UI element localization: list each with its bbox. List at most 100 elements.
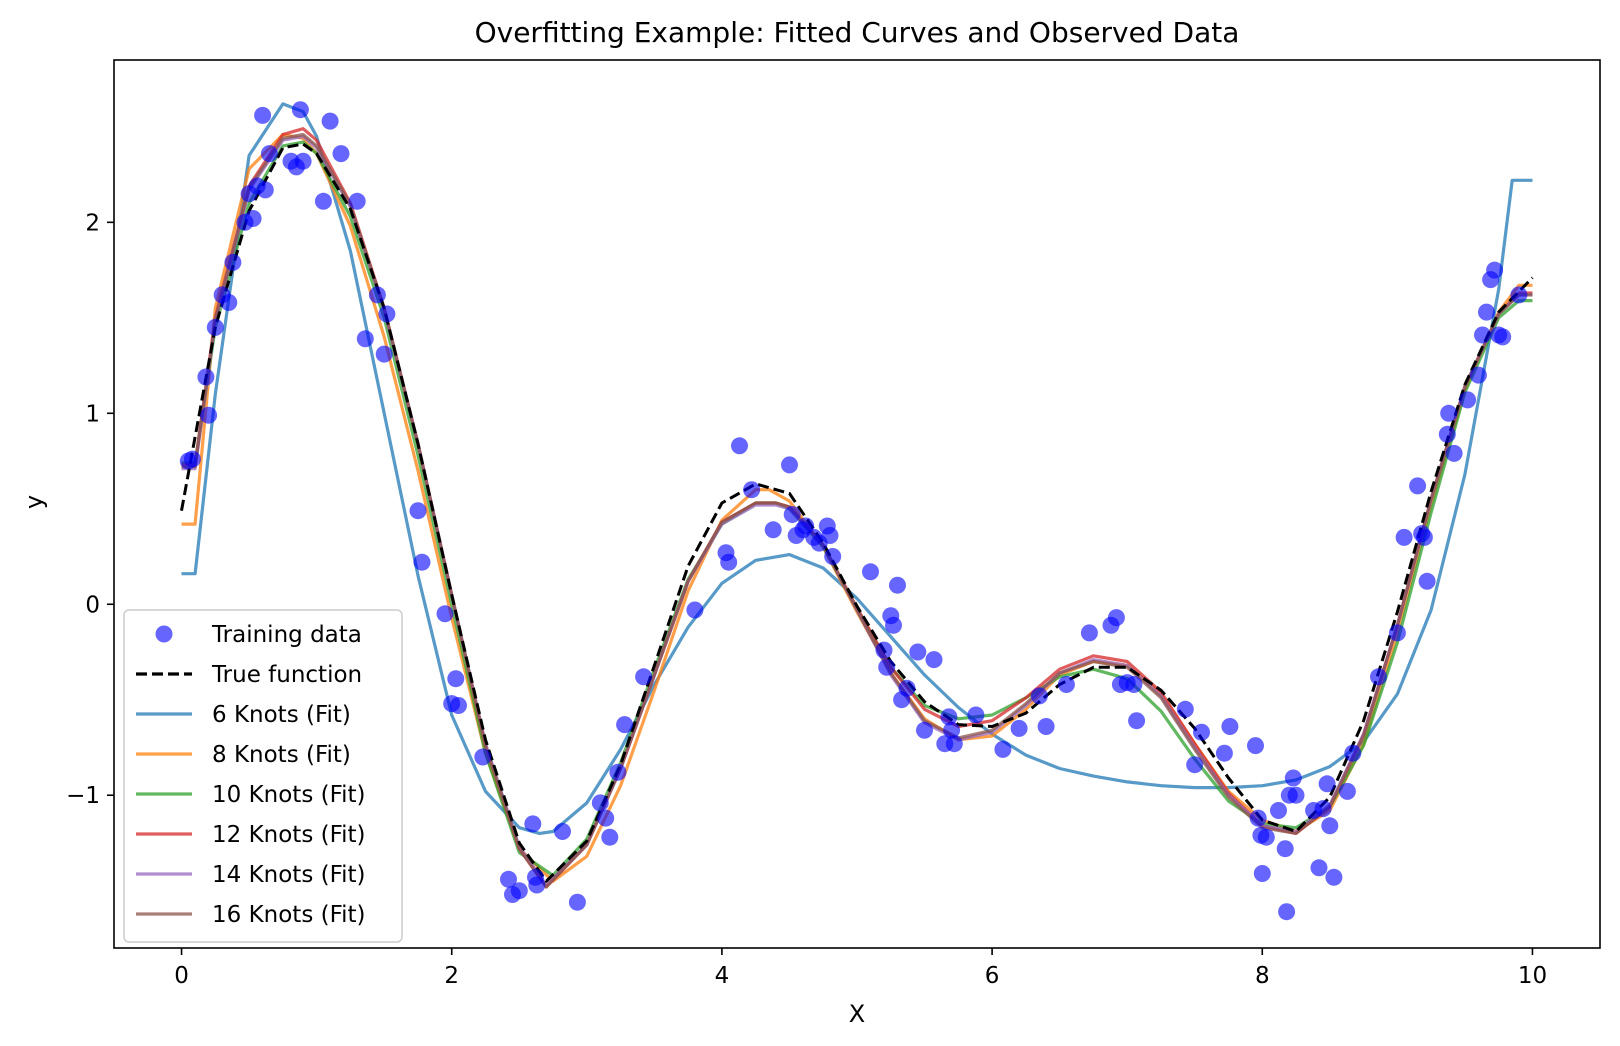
data-point — [943, 721, 961, 739]
data-point — [368, 286, 386, 304]
data-point — [1030, 687, 1048, 705]
y-axis-label: y — [20, 495, 48, 509]
data-point — [878, 658, 896, 676]
scatter-layer — [179, 101, 1528, 921]
data-point — [510, 882, 528, 900]
data-point — [686, 601, 704, 619]
data-point — [200, 406, 218, 424]
axes-layer: 0 2 4 6 8 10 −1 0 1 2 — [66, 59, 1601, 989]
data-point — [1440, 404, 1458, 422]
data-point — [940, 708, 958, 726]
data-point — [591, 794, 609, 812]
data-point — [348, 192, 366, 210]
data-point — [1010, 719, 1028, 737]
x-tick-label: 2 — [444, 963, 459, 989]
data-point — [764, 521, 782, 539]
plot-frame — [113, 59, 1601, 949]
data-point — [1257, 828, 1275, 846]
data-point — [1486, 261, 1504, 279]
data-point — [1474, 326, 1491, 344]
data-point — [743, 481, 761, 499]
x-tick-label: 8 — [1255, 963, 1270, 989]
data-point — [1469, 366, 1487, 384]
data-point — [862, 563, 879, 581]
legend-marker-training-data — [155, 625, 173, 643]
data-point — [916, 721, 933, 739]
data-point — [1478, 303, 1495, 321]
data-point — [1438, 425, 1456, 443]
data-point — [824, 548, 842, 565]
data-point — [1128, 712, 1146, 730]
data-point — [294, 152, 312, 170]
data-point — [409, 502, 427, 520]
data-point — [945, 735, 963, 753]
x-tick-label: 6 — [985, 963, 1000, 989]
data-point — [500, 870, 517, 888]
data-point — [783, 506, 801, 523]
y-tick-label: −1 — [66, 783, 100, 809]
data-point — [1186, 756, 1204, 774]
data-point — [375, 345, 393, 363]
y-tick-label: 1 — [85, 401, 100, 427]
data-point — [889, 576, 906, 594]
legend-label-6-knots-fit: 6 Knots (Fit) — [212, 702, 351, 728]
data-point — [1276, 840, 1294, 858]
data-point — [1037, 718, 1055, 735]
x-axis-label: X — [849, 1000, 865, 1028]
data-point — [1409, 477, 1427, 495]
data-point — [1415, 528, 1433, 546]
data-point — [356, 330, 374, 348]
data-point — [413, 553, 431, 571]
chart-title: Overfitting Example: Fitted Curves and O… — [475, 16, 1240, 49]
data-point — [1388, 624, 1406, 642]
y-tick-label: 2 — [85, 210, 100, 236]
data-point — [967, 706, 985, 724]
legend-label-training-data: Training data — [211, 622, 362, 648]
data-point — [1395, 528, 1413, 546]
data-point — [1193, 723, 1210, 741]
legend-label-14-knots-fit: 14 Knots (Fit) — [212, 862, 366, 888]
data-point — [254, 106, 272, 124]
data-point — [314, 192, 332, 210]
data-point — [601, 828, 619, 846]
data-point — [994, 740, 1012, 758]
data-point — [609, 763, 627, 781]
data-point — [436, 605, 454, 623]
data-point — [447, 670, 465, 688]
data-point — [224, 253, 242, 271]
x-tick-label: 4 — [715, 963, 730, 989]
data-point — [206, 318, 224, 336]
legend-label-8-knots-fit: 8 Knots (Fit) — [212, 742, 351, 768]
data-point — [898, 679, 916, 697]
data-point — [244, 210, 262, 227]
data-point — [1176, 700, 1194, 718]
data-point — [291, 101, 309, 119]
data-point — [256, 181, 274, 199]
data-point — [1278, 903, 1296, 921]
data-point — [1344, 744, 1362, 762]
data-point — [474, 748, 492, 766]
data-point — [885, 616, 902, 634]
data-point — [260, 145, 278, 163]
data-point — [909, 643, 927, 661]
data-point — [1370, 668, 1387, 686]
data-point — [1215, 744, 1233, 762]
data-point — [616, 716, 634, 734]
data-point — [1107, 609, 1125, 627]
data-point — [1253, 865, 1271, 882]
data-point — [1445, 444, 1463, 462]
legend-box — [123, 609, 403, 943]
data-point — [1418, 572, 1436, 590]
data-point — [1314, 800, 1332, 818]
data-point — [220, 294, 238, 311]
data-point — [1321, 817, 1339, 835]
legend-label-true-function: True function — [211, 662, 362, 688]
data-point — [1284, 769, 1302, 787]
data-point — [1057, 676, 1075, 693]
data-point — [378, 305, 396, 323]
legend-label-12-knots-fit: 12 Knots (Fit) — [212, 822, 366, 848]
data-point — [781, 456, 798, 474]
data-point — [1459, 391, 1477, 409]
data-point — [1247, 737, 1264, 755]
